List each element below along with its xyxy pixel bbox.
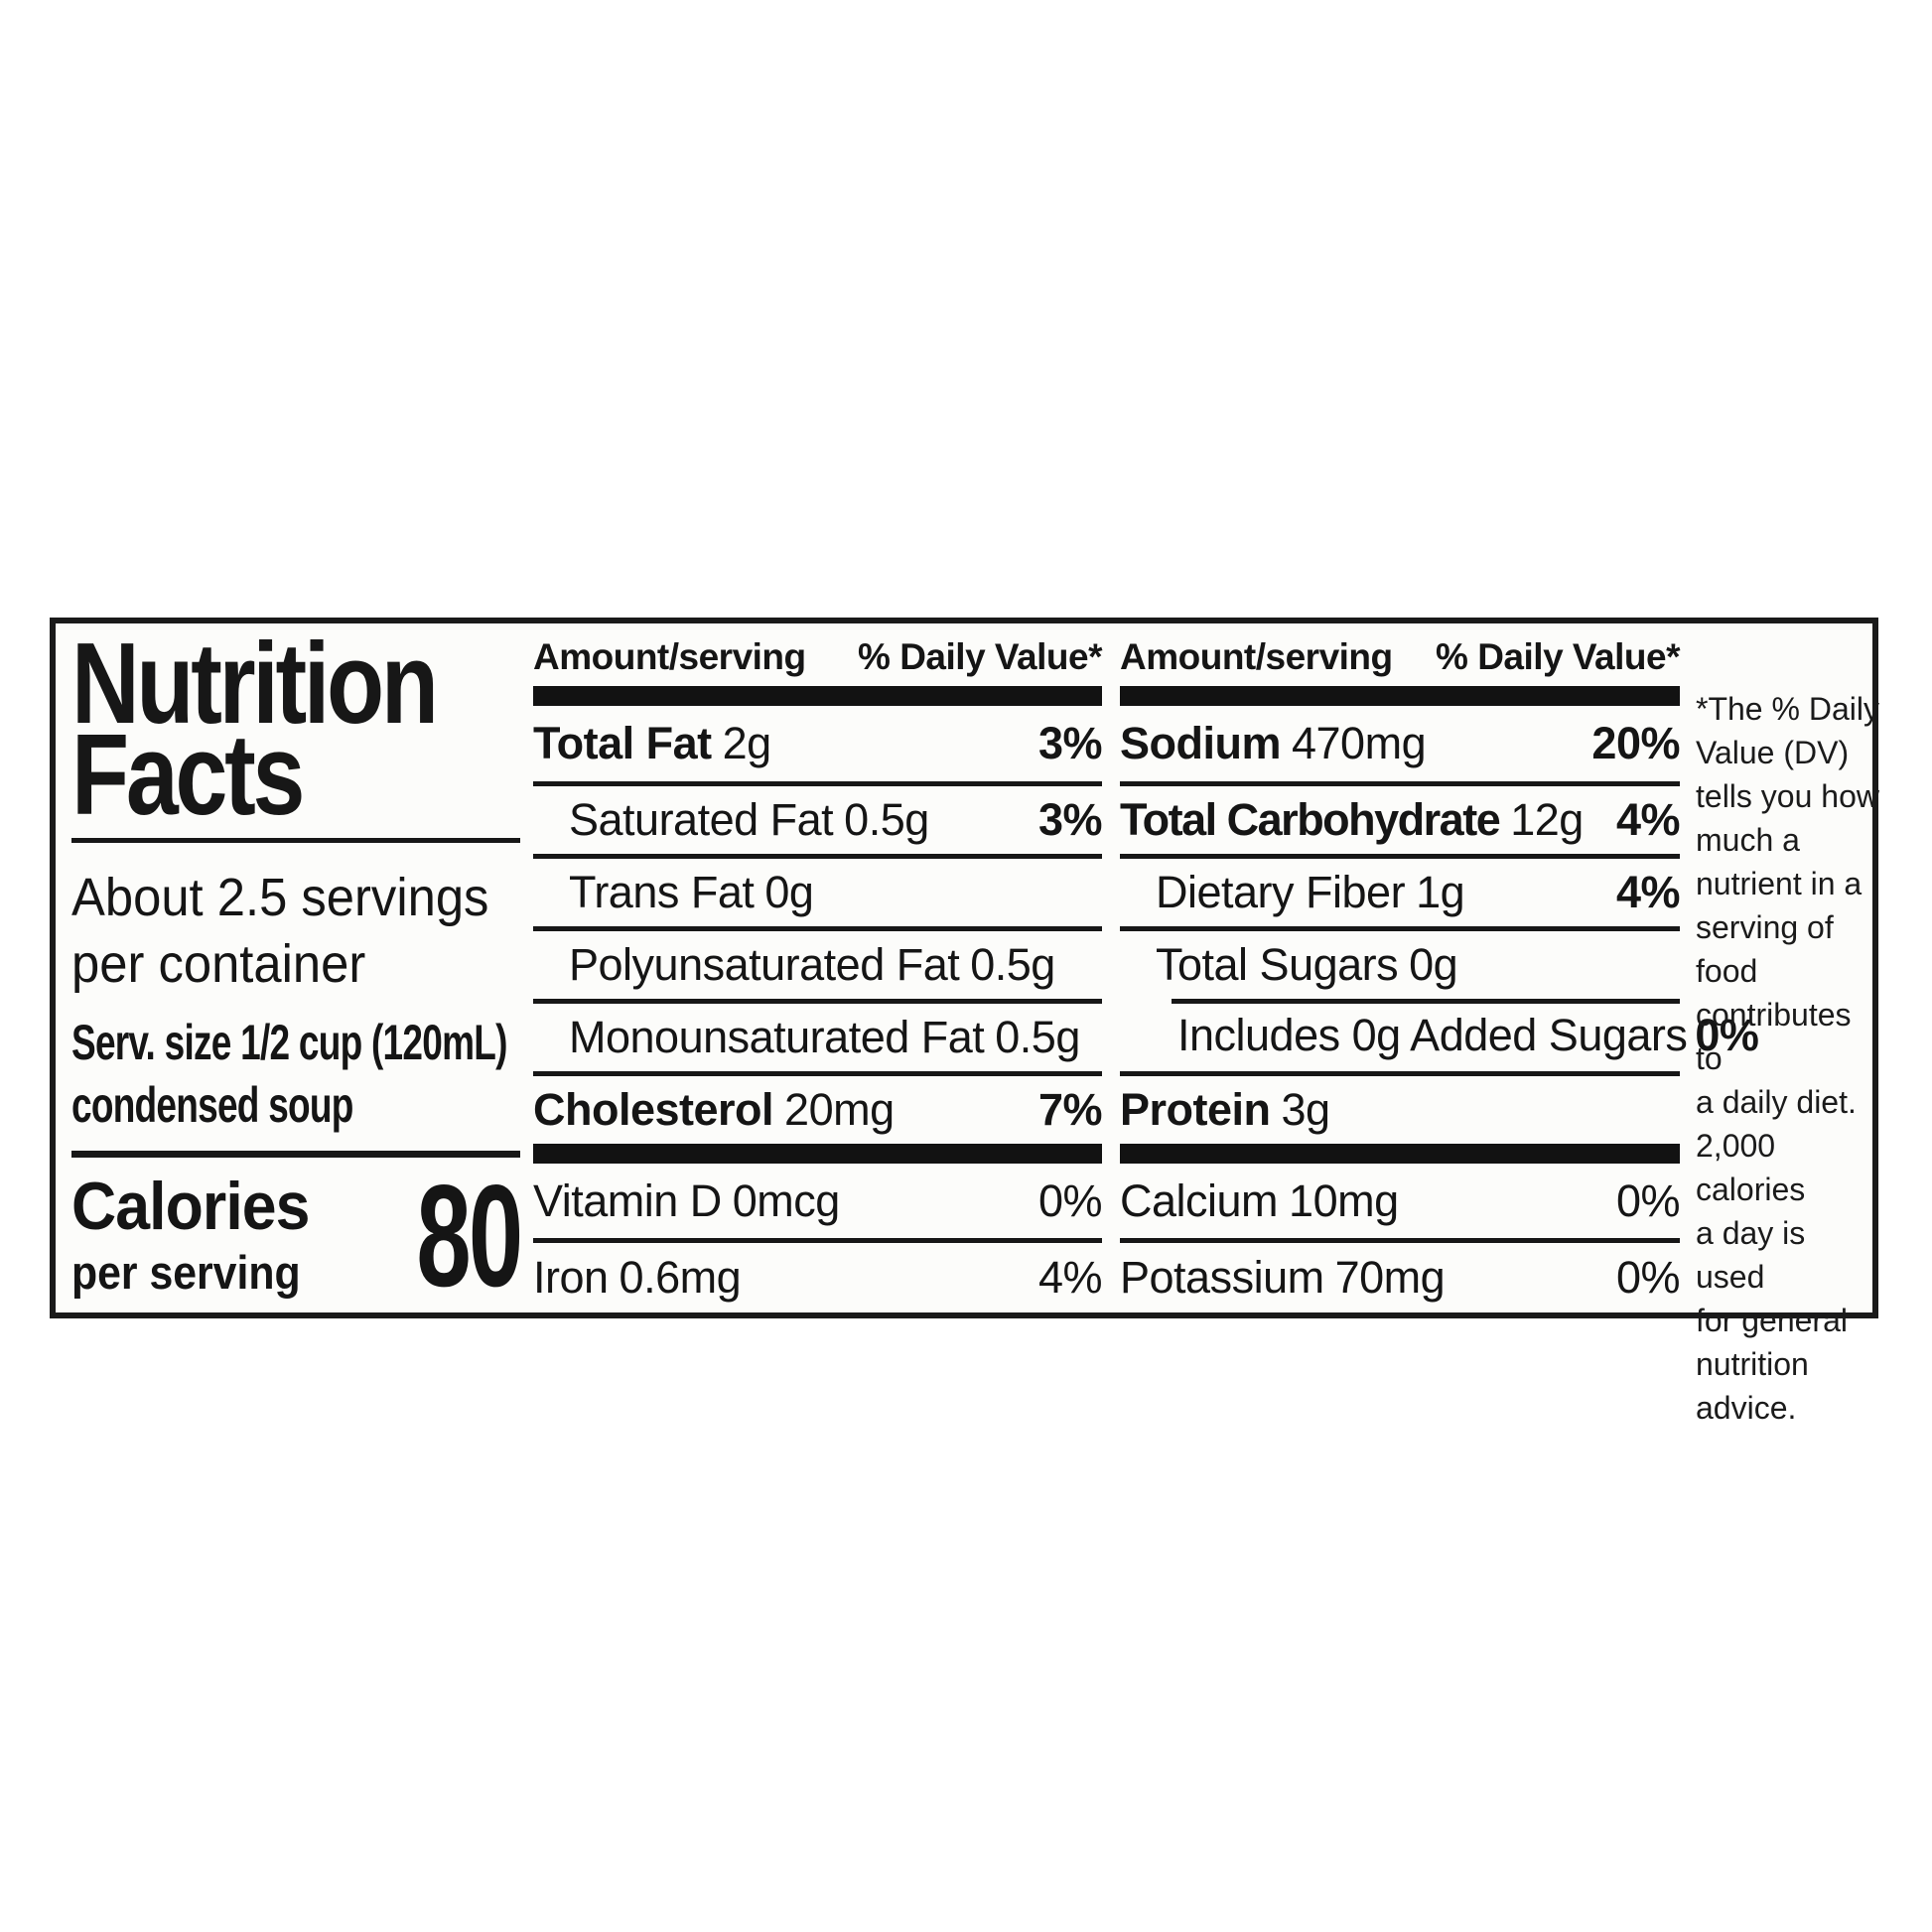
nutrient-dv: 4% <box>1037 1252 1103 1303</box>
nutrient-row-trans-fat: Trans Fat 0g <box>533 854 1102 926</box>
nutrient-amount: 470mg <box>1292 718 1427 768</box>
nutrient-dv: 20% <box>1591 718 1680 768</box>
nutrient-name: Iron <box>533 1252 609 1303</box>
nutrient-name: Polyunsaturated Fat <box>569 939 960 990</box>
nutrient-amount: 12g <box>1510 794 1584 845</box>
nutrition-facts-title: Nutrition Facts <box>71 619 443 839</box>
nutrient-dv: 4% <box>1615 867 1681 917</box>
divider-above-calories <box>71 1151 520 1158</box>
daily-value-header: % Daily Value* <box>1436 636 1680 677</box>
nutrient-name: Protein <box>1120 1084 1271 1135</box>
nutrient-dv: 3% <box>1037 794 1103 845</box>
nutrient-name: Total Sugars <box>1156 939 1399 990</box>
calories-label: Calories <box>71 1169 310 1244</box>
nutrient-name: Monounsaturated Fat <box>569 1012 985 1062</box>
nutrient-row-sodium: Sodium 470mg 20% <box>1120 706 1680 781</box>
nutrient-dv: 0% <box>1695 1009 1759 1060</box>
nutrient-dv: 3% <box>1037 718 1103 768</box>
nutrient-name: Total Carbohydrate <box>1120 794 1501 845</box>
nutrient-name: Dietary Fiber <box>1156 867 1406 917</box>
nutrient-row-protein: Protein 3g <box>1120 1071 1680 1144</box>
nutrient-row-polyunsaturated-fat: Polyunsaturated Fat 0.5g <box>533 926 1102 999</box>
nutrient-name: Calcium <box>1120 1174 1279 1226</box>
nutrient-row-total-carbohydrate: Total Carbohydrate 12g 4% <box>1120 781 1681 854</box>
nutrient-amount: 20mg <box>784 1084 895 1135</box>
calories-per-serving-label: per serving <box>71 1246 301 1299</box>
nutrient-dv: 4% <box>1615 794 1681 845</box>
nutrient-column-1: Amount/serving % Daily Value* Total Fat … <box>533 623 1103 1312</box>
daily-value-header: % Daily Value* <box>858 636 1102 677</box>
nutrient-name: Potassium <box>1120 1252 1324 1303</box>
nutrient-name: Trans Fat <box>569 867 755 917</box>
nutrition-facts-label: Nutrition Facts About 2.5 servings per c… <box>50 618 1879 1426</box>
serving-size: Serv. size 1/2 cup (120mL) condensed sou… <box>71 1012 507 1137</box>
daily-value-footnote: *The % Daily Value (DV) tells you how mu… <box>1696 691 1879 1426</box>
indented-divider <box>1172 999 1680 1004</box>
thick-bar <box>533 686 1102 706</box>
nutrient-column-2: Amount/serving % Daily Value* Sodium 470… <box>1120 623 1759 1312</box>
nutrient-amount: 0.6mg <box>619 1252 742 1303</box>
nutrient-row-dietary-fiber: Dietary Fiber 1g 4% <box>1120 854 1681 926</box>
nutrient-amount: 3g <box>1281 1084 1331 1135</box>
nutrient-name: Total Fat <box>533 718 712 768</box>
nutrient-amount: 0.5g <box>970 939 1055 990</box>
nutrient-row-cholesterol: Cholesterol 20mg 7% <box>533 1071 1103 1144</box>
column-1-header: Amount/serving % Daily Value* <box>533 623 1102 686</box>
nutrient-name: Sodium <box>1120 718 1282 768</box>
nutrient-dv: 0% <box>1037 1174 1103 1226</box>
column-2-header: Amount/serving % Daily Value* <box>1120 623 1680 686</box>
nutrient-row-total-sugars: Total Sugars 0g <box>1120 926 1680 999</box>
divider-under-title <box>71 838 520 843</box>
servings-per-container: About 2.5 servings per container <box>71 865 497 998</box>
nutrient-amount: 0mcg <box>732 1174 841 1226</box>
thick-bar <box>1120 1144 1680 1164</box>
title-line-1: Nutrition <box>71 619 439 748</box>
nutrient-name: Saturated Fat <box>569 794 834 845</box>
nutrient-row-total-fat: Total Fat 2g 3% <box>533 706 1103 781</box>
nutrient-amount: 0g <box>1409 939 1458 990</box>
nutrient-name: Cholesterol <box>533 1084 774 1135</box>
micronutrient-row-calcium: Calcium 10mg 0% <box>1120 1164 1681 1238</box>
calories-value: 80 <box>416 1155 523 1316</box>
nutrient-row-added-sugars: Includes 0g Added Sugars 0% <box>1120 999 1759 1071</box>
nutrient-row-monounsaturated-fat: Monounsaturated Fat 0.5g <box>533 999 1102 1071</box>
micronutrient-row-iron: Iron 0.6mg 4% <box>533 1238 1103 1312</box>
serving-size-line-1: Serv. size 1/2 cup (120mL) <box>71 1015 507 1070</box>
serving-size-line-2: condensed soup <box>71 1077 353 1133</box>
nutrient-row-saturated-fat: Saturated Fat 0.5g 3% <box>533 781 1103 854</box>
amount-per-serving-header: Amount/serving <box>533 636 806 677</box>
amount-per-serving-header: Amount/serving <box>1120 636 1393 677</box>
nutrient-amount: 1g <box>1416 867 1465 917</box>
nutrient-amount: 0.5g <box>995 1012 1080 1062</box>
thick-bar <box>1120 686 1680 706</box>
calories-words: Calories per serving <box>71 1173 330 1299</box>
nutrient-name: Vitamin D <box>533 1174 722 1226</box>
nutrient-amount: 2g <box>722 718 772 768</box>
nutrient-dv: 0% <box>1615 1252 1681 1303</box>
servings-line-1: About 2.5 servings <box>71 868 489 927</box>
title-line-2: Facts <box>71 710 305 839</box>
nutrient-dv: 7% <box>1037 1084 1103 1135</box>
nutrient-amount: 0.5g <box>844 794 929 845</box>
micronutrient-row-vitamin-d: Vitamin D 0mcg 0% <box>533 1164 1103 1238</box>
nutrient-amount: 0g <box>764 867 814 917</box>
nutrient-amount: 70mg <box>1334 1252 1446 1303</box>
calories-block: Calories per serving 80 <box>71 1155 523 1316</box>
servings-line-2: per container <box>71 934 366 994</box>
thick-bar <box>533 1144 1102 1164</box>
nutrient-amount: 10mg <box>1289 1174 1399 1226</box>
nutrient-dv: 0% <box>1615 1174 1681 1226</box>
micronutrient-row-potassium: Potassium 70mg 0% <box>1120 1238 1681 1312</box>
nutrient-name: Includes 0g Added Sugars <box>1177 1009 1688 1060</box>
label-left-column: Nutrition Facts About 2.5 servings per c… <box>71 623 524 1312</box>
